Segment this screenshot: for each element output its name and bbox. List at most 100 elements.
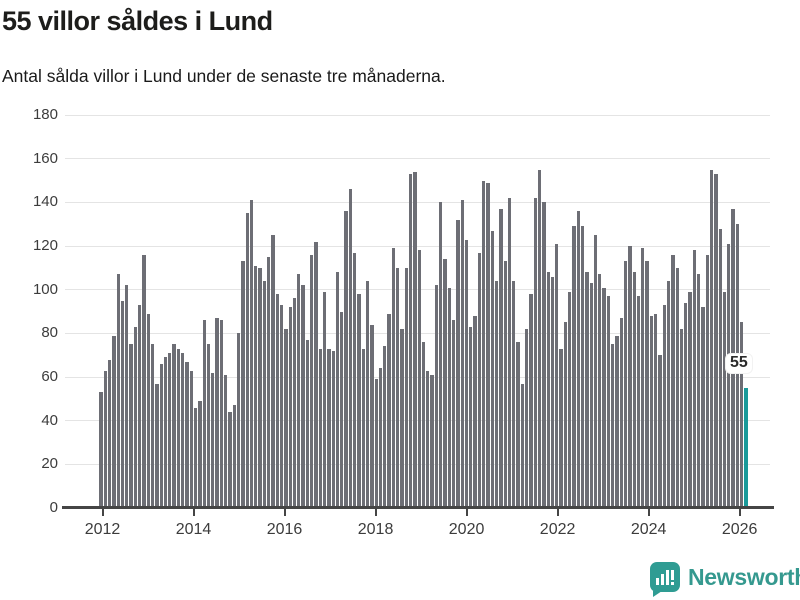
bar[interactable] xyxy=(370,324,374,508)
bar[interactable] xyxy=(593,235,598,508)
bar[interactable] xyxy=(417,250,421,508)
bar[interactable] xyxy=(236,333,241,508)
bar[interactable] xyxy=(434,285,439,508)
bar[interactable] xyxy=(499,208,503,508)
bar[interactable] xyxy=(301,285,305,508)
bar[interactable] xyxy=(602,287,606,508)
bar[interactable] xyxy=(284,329,288,508)
bar[interactable] xyxy=(245,213,249,508)
bar[interactable] xyxy=(546,272,550,508)
bar[interactable] xyxy=(550,276,555,508)
bar[interactable] xyxy=(396,267,400,508)
bar[interactable] xyxy=(258,267,262,508)
bar[interactable] xyxy=(580,226,585,508)
bar[interactable] xyxy=(722,291,727,508)
bar[interactable] xyxy=(172,344,176,508)
bar[interactable] xyxy=(150,344,155,508)
bar[interactable] xyxy=(568,291,572,508)
bar[interactable] xyxy=(525,329,529,508)
bar[interactable] xyxy=(215,318,219,508)
bar[interactable] xyxy=(507,198,512,508)
bar[interactable] xyxy=(679,329,684,508)
bar[interactable] xyxy=(189,370,193,508)
bar[interactable] xyxy=(456,219,460,508)
bar[interactable] xyxy=(563,322,568,508)
bar[interactable] xyxy=(473,315,477,508)
bar[interactable] xyxy=(181,353,185,508)
bar[interactable] xyxy=(658,355,662,508)
bar[interactable] xyxy=(249,200,254,508)
bar[interactable] xyxy=(589,283,593,508)
bar[interactable] xyxy=(275,294,279,508)
bar[interactable] xyxy=(335,272,340,508)
bar[interactable] xyxy=(211,372,215,508)
bar[interactable] xyxy=(533,198,537,508)
bar[interactable] xyxy=(619,318,623,508)
bar[interactable] xyxy=(314,241,318,508)
bar[interactable] xyxy=(219,320,224,508)
bar[interactable] xyxy=(714,174,718,508)
bar[interactable] xyxy=(413,171,417,508)
bar[interactable] xyxy=(288,307,292,508)
bar[interactable] xyxy=(486,182,490,508)
bar[interactable] xyxy=(469,326,473,508)
bar[interactable] xyxy=(632,272,636,508)
bar[interactable] xyxy=(709,169,714,508)
bar[interactable] xyxy=(666,280,671,508)
bar[interactable] xyxy=(662,305,666,508)
bar[interactable] xyxy=(494,280,499,508)
bar[interactable] xyxy=(340,311,344,508)
bar[interactable] xyxy=(163,357,168,508)
bar[interactable] xyxy=(447,287,451,508)
bar[interactable] xyxy=(439,202,443,508)
bar[interactable] xyxy=(344,211,348,508)
bar[interactable] xyxy=(202,320,206,508)
bar[interactable] xyxy=(125,285,129,508)
bar[interactable] xyxy=(400,329,404,508)
bar[interactable] xyxy=(490,230,494,508)
bar[interactable] xyxy=(176,348,181,508)
bar[interactable] xyxy=(559,348,563,508)
bar[interactable] xyxy=(185,361,189,508)
bar[interactable] xyxy=(310,254,314,508)
bar[interactable] xyxy=(692,250,697,508)
bar[interactable] xyxy=(477,252,482,508)
bar[interactable] xyxy=(365,280,370,508)
bar[interactable] xyxy=(705,254,709,508)
bar[interactable] xyxy=(460,200,464,508)
bar[interactable] xyxy=(555,243,559,508)
bar[interactable] xyxy=(146,313,150,508)
bar[interactable] xyxy=(421,342,426,508)
bar[interactable] xyxy=(361,348,365,508)
bar[interactable] xyxy=(615,335,619,508)
bar[interactable] xyxy=(426,370,430,508)
bar[interactable] xyxy=(228,411,232,508)
bar[interactable] xyxy=(133,326,138,508)
bar[interactable] xyxy=(482,180,486,508)
bar[interactable] xyxy=(503,261,507,508)
bar[interactable] xyxy=(537,169,542,508)
bar[interactable] xyxy=(512,280,516,508)
bar[interactable] xyxy=(542,202,546,508)
bar[interactable] xyxy=(649,315,654,508)
bar[interactable] xyxy=(357,294,361,508)
bar[interactable] xyxy=(572,226,576,508)
bar[interactable] xyxy=(305,339,310,508)
bar[interactable] xyxy=(107,359,112,508)
bar[interactable] xyxy=(159,363,163,508)
bar[interactable] xyxy=(224,374,228,508)
bar[interactable] xyxy=(645,261,649,508)
bar[interactable] xyxy=(611,344,615,508)
bar[interactable] xyxy=(99,392,103,508)
highlighted-bar[interactable] xyxy=(744,387,748,508)
bar[interactable] xyxy=(671,254,675,508)
bar[interactable] xyxy=(353,252,357,508)
bar[interactable] xyxy=(641,248,645,508)
bar[interactable] xyxy=(116,274,120,508)
bar[interactable] xyxy=(606,296,611,508)
bar[interactable] xyxy=(206,344,211,508)
bar[interactable] xyxy=(267,256,271,508)
bar[interactable] xyxy=(697,274,701,508)
bar[interactable] xyxy=(193,407,198,508)
bar[interactable] xyxy=(198,401,202,508)
